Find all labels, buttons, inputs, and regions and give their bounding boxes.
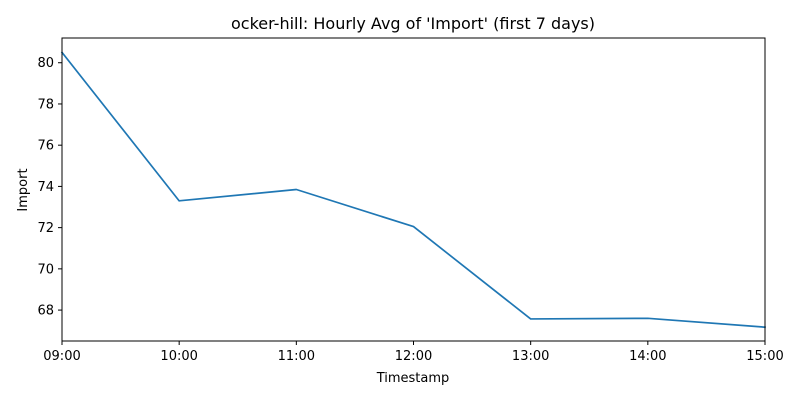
y-tick-label: 80 <box>37 56 54 71</box>
y-axis-label: Import <box>16 168 31 211</box>
y-tick-label: 72 <box>37 221 54 236</box>
x-tick-label: 09:00 <box>43 349 80 364</box>
series-line <box>60 51 766 329</box>
y-tick-label: 70 <box>37 262 54 277</box>
y-tick-label: 78 <box>37 97 54 112</box>
x-tick-label: 11:00 <box>278 349 315 364</box>
y-tick-label: 68 <box>37 304 54 319</box>
x-tick-label: 12:00 <box>395 349 432 364</box>
chart-title: ocker-hill: Hourly Avg of 'Import' (firs… <box>231 14 595 33</box>
y-tick-label: 74 <box>37 180 54 195</box>
y-tick-label: 76 <box>37 139 54 154</box>
x-tick-label: 13:00 <box>512 349 549 364</box>
x-tick-label: 10:00 <box>160 349 197 364</box>
x-tick-label: 15:00 <box>746 349 783 364</box>
x-tick-label: 14:00 <box>629 349 666 364</box>
plot-area: 09:00 10:00 11:00 12:00 13:00 14:00 15:00 68 70 7… <box>37 37 784 364</box>
x-axis-label: Timestamp <box>376 371 450 386</box>
